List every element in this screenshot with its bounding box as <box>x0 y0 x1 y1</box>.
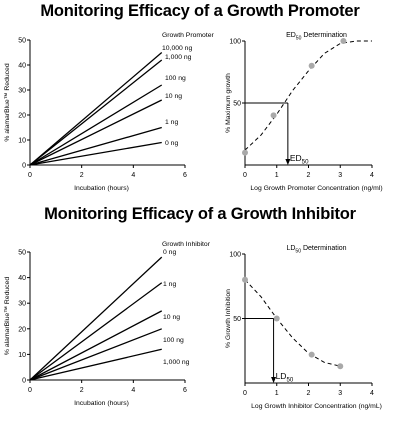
inhibitor-y-tick-label: 10 <box>18 352 26 359</box>
promoter-series-label: 0 ng <box>165 140 178 147</box>
inhibitor-series-label: 100 ng <box>163 337 184 344</box>
promoter-series-label: 10 ng <box>165 93 182 100</box>
inhibitor-y-tick-label: 30 <box>18 301 26 308</box>
promoter-x-tick-label: 0 <box>28 172 32 179</box>
ld50-data-point <box>337 363 344 370</box>
inhibitor-x-tick-label: 0 <box>28 387 32 394</box>
promoter-y-axis-label: % alamarBlue™ Reduced <box>4 63 11 141</box>
promoter-series-label: 1,000 ng <box>165 54 192 61</box>
ld50-x-tick-label: 4 <box>370 390 374 397</box>
ed50-data-point <box>308 62 315 69</box>
promoter-legend-title: Growth Promoter <box>162 32 214 39</box>
promoter-series-line <box>29 99 163 166</box>
promoter-x-tick-label: 4 <box>131 172 135 179</box>
ld50-x-tick-label: 1 <box>275 390 279 397</box>
ld50-y-tick-label: 100 <box>229 252 241 259</box>
ed50-y-tick-label: 100 <box>229 39 241 46</box>
promoter-y-tick-label: 0 <box>22 163 26 170</box>
ed50-chart-title: ED50 Determination <box>286 32 347 42</box>
ld50-data-point <box>308 351 315 358</box>
ld50-data-point <box>242 276 248 283</box>
promoter-y-tick-label: 30 <box>18 88 26 95</box>
ed50-x-axis-label: Log Growth Promoter Concentration (ng/ml… <box>250 185 382 192</box>
ed50-x-tick-label: 1 <box>275 172 279 179</box>
promoter-series-line <box>29 84 163 166</box>
ed50-annotation: ED50 <box>290 153 309 166</box>
inhibitor-x-tick-label: 6 <box>183 387 187 394</box>
promoter-series-line <box>29 141 162 166</box>
ld50-annotation: LD50 <box>276 371 294 384</box>
ld50-marker-arrowhead <box>271 377 277 383</box>
inhibitor-series-line <box>29 256 163 381</box>
ed50-marker-arrowhead <box>285 159 291 165</box>
promoter-series-label: 10,000 ng <box>162 45 192 52</box>
ed50-data-point <box>270 112 277 119</box>
inhibitor-section-heading: Monitoring Efficacy of a Growth Inhibito… <box>44 205 356 223</box>
ld50-x-tick-label: 0 <box>243 390 247 397</box>
promoter-series-line <box>29 52 163 166</box>
ed50-x-tick-label: 2 <box>307 172 311 179</box>
ld50-x-tick-label: 2 <box>307 390 311 397</box>
ed50-fit-curve <box>244 40 372 151</box>
promoter-x-axis-label: Incubation (hours) <box>74 185 129 192</box>
ed50-x-tick-label: 4 <box>370 172 374 179</box>
promoter-section-heading: Monitoring Efficacy of a Growth Promoter <box>40 2 360 20</box>
inhibitor-y-tick-label: 40 <box>18 275 26 282</box>
inhibitor-series-label: 10 ng <box>163 314 180 321</box>
inhibitor-series-line <box>29 348 162 381</box>
ed50-y-tick-label: 50 <box>233 101 241 108</box>
promoter-x-tick-label: 6 <box>183 172 187 179</box>
inhibitor-series-line <box>29 328 162 381</box>
inhibitor-y-tick-label: 50 <box>18 250 26 257</box>
inhibitor-series-label: 1,000 ng <box>163 359 190 366</box>
ld50-chart-title: LD50 Determination <box>286 245 346 255</box>
promoter-x-tick-label: 2 <box>80 172 84 179</box>
inhibitor-y-axis-label: % alamarBlue™ Reduced <box>4 277 11 355</box>
inhibitor-series-line <box>29 310 163 381</box>
promoter-series-label: 1 ng <box>165 119 178 126</box>
ld50-y-tick-label: 50 <box>233 316 241 323</box>
ed50-data-point <box>340 38 347 44</box>
promoter-series-line <box>29 126 162 166</box>
inhibitor-legend-title: Growth Inhibitor <box>162 241 211 248</box>
inhibitor-series-line <box>29 282 163 381</box>
inhibitor-y-tick-label: 0 <box>22 378 26 385</box>
ed50-x-tick-label: 0 <box>243 172 247 179</box>
ed50-data-point <box>242 149 248 156</box>
promoter-y-tick-label: 20 <box>18 113 26 120</box>
inhibitor-series-label: 1 ng <box>163 281 176 288</box>
ld50-y-axis-label: % Growth Inhibition <box>225 289 232 348</box>
ed50-y-axis-label: % Maximum growth <box>225 73 232 133</box>
ld50-data-point <box>273 315 280 322</box>
promoter-y-tick-label: 40 <box>18 63 26 70</box>
promoter-series-line <box>29 59 163 166</box>
ld50-fit-curve <box>244 279 341 367</box>
inhibitor-x-tick-label: 2 <box>80 387 84 394</box>
promoter-y-tick-label: 50 <box>18 38 26 45</box>
ld50-x-axis-label: Log Growth Inhibitor Concentration (ng/m… <box>251 403 382 410</box>
inhibitor-x-tick-label: 4 <box>131 387 135 394</box>
promoter-series-label: 100 ng <box>165 75 186 82</box>
inhibitor-series-label: 0 ng <box>163 249 176 256</box>
inhibitor-x-axis-label: Incubation (hours) <box>74 400 129 407</box>
ld50-x-tick-label: 3 <box>338 390 342 397</box>
inhibitor-y-tick-label: 20 <box>18 326 26 333</box>
promoter-y-tick-label: 10 <box>18 138 26 145</box>
ed50-x-tick-label: 3 <box>338 172 342 179</box>
